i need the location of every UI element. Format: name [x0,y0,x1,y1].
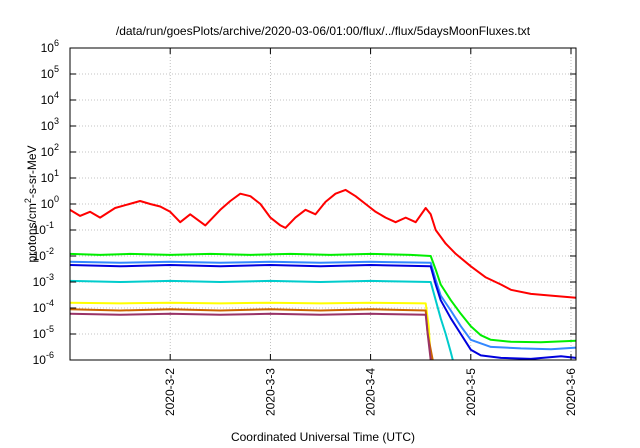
y-tick-mantissa: 10 [41,171,55,185]
series-line-7 [70,308,434,360]
x-tick-label: 2020-3-6 [564,368,578,416]
y-tick-mantissa: 10 [41,119,55,133]
series-lines [70,188,576,360]
y-tick-mantissa: 10 [41,197,55,211]
y-tick-label: 103 [41,116,59,133]
y-tick-label: 105 [41,64,59,81]
y-tick-exponent: 0 [54,194,59,204]
y-tick-label: 10-4 [33,298,54,315]
x-tick-label: 2020-3-3 [263,368,277,416]
series-line-8 [70,312,432,360]
y-tick-label: 10-6 [33,350,54,367]
series-line-5 [70,264,576,360]
y-tick-exponent: -4 [46,298,54,308]
y-tick-mantissa: 10 [33,249,47,263]
y-axis-title-sup: 2 [23,198,33,203]
y-tick-mantissa: 10 [41,145,55,159]
x-axis-ticks: 2020-3-2 2020-3-3 2020-3-4 2020-3-5 2020-3-6 [163,48,578,416]
y-tick-label: 102 [41,142,59,159]
series-line-6 [70,301,432,360]
y-tick-mantissa: 10 [41,41,55,55]
y-tick-exponent: -1 [46,220,54,230]
series-line-2 [70,252,576,344]
x-tick-label: 2020-3-4 [364,368,378,416]
y-axis-title-rest: -s-sr-MeV [25,145,39,198]
y-tick-mantissa: 10 [33,223,47,237]
y-axis-title: protons/cm2-s-sr-MeV [23,145,39,262]
x-tick-label: 2020-3-5 [464,368,478,416]
series-line-3 [70,279,454,360]
y-tick-exponent: 5 [54,64,59,74]
x-axis-title: Coordinated Universal Time (UTC) [231,430,415,444]
chart-title: /data/run/goesPlots/archive/2020-03-06/0… [116,24,531,38]
y-tick-exponent: -5 [46,324,54,334]
y-tick-label: 100 [41,194,59,211]
y-tick-mantissa: 10 [33,301,47,315]
y-tick-mantissa: 10 [33,275,47,289]
y-tick-exponent: -6 [46,350,54,360]
y-tick-label: 10-5 [33,324,54,341]
series-line-4 [70,260,576,351]
y-tick-label: 106 [41,38,59,55]
y-tick-label: 101 [41,168,59,185]
y-tick-label: 10-2 [33,246,54,263]
y-axis-title-base: protons/cm [25,203,39,262]
y-tick-exponent: -3 [46,272,54,282]
y-tick-exponent: 3 [54,116,59,126]
y-tick-exponent: 2 [54,142,59,152]
series-line-1 [70,188,576,299]
y-tick-mantissa: 10 [41,67,55,81]
y-tick-exponent: 6 [54,38,59,48]
y-tick-label: 10-3 [33,272,54,289]
y-tick-exponent: -2 [46,246,54,256]
y-tick-mantissa: 10 [33,327,47,341]
y-tick-mantissa: 10 [33,353,47,367]
y-tick-exponent: 4 [54,90,59,100]
y-axis-ticks: 10610510410310210110010-110-210-310-410-… [33,38,576,367]
y-tick-mantissa: 10 [41,93,55,107]
x-tick-label: 2020-3-2 [163,368,177,416]
y-tick-exponent: 1 [54,168,59,178]
y-tick-label: 10-1 [33,220,54,237]
y-tick-label: 104 [41,90,59,107]
